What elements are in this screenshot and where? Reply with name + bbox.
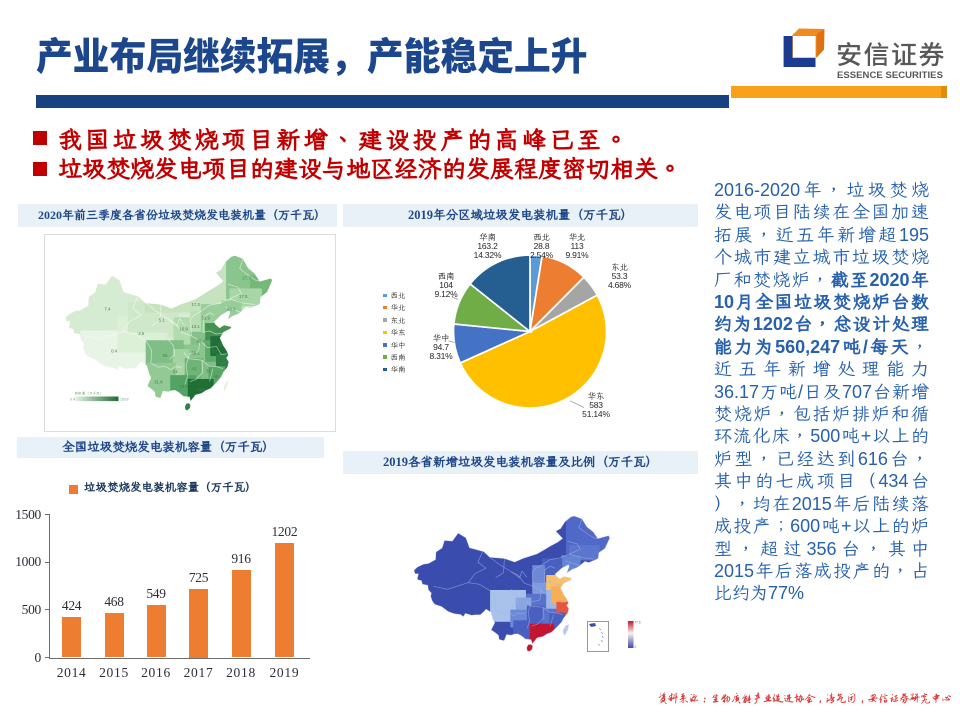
svg-text:31.9: 31.9	[154, 380, 163, 385]
svg-text:31.9: 31.9	[201, 315, 210, 320]
svg-text:31: 31	[206, 368, 211, 373]
svg-text:169.8: 169.8	[120, 398, 129, 402]
svg-text:5.1: 5.1	[159, 318, 166, 323]
svg-text:59: 59	[212, 348, 217, 353]
svg-text:43.5: 43.5	[179, 384, 188, 389]
svg-text:84: 84	[215, 326, 220, 331]
svg-text:48: 48	[214, 374, 219, 379]
svg-text:0.4: 0.4	[111, 348, 118, 353]
svg-text:38.4: 38.4	[197, 338, 206, 343]
svg-text:27.7: 27.7	[242, 276, 251, 281]
svg-text:0.4: 0.4	[70, 398, 75, 402]
svg-text:0: 0	[635, 645, 637, 649]
svg-text:7.4: 7.4	[104, 306, 111, 311]
svg-text:10.9: 10.9	[179, 326, 188, 331]
svg-text:装机量（万千瓦）: 装机量（万千瓦）	[75, 391, 104, 396]
svg-text:2.5: 2.5	[138, 331, 145, 336]
svg-text:38.1: 38.1	[191, 351, 200, 356]
svg-text:17.3: 17.3	[191, 302, 200, 307]
svg-text:21: 21	[173, 369, 178, 374]
svg-text:92: 92	[222, 360, 227, 365]
svg-text:13.1: 13.1	[191, 324, 200, 329]
svg-text:77.6: 77.6	[635, 621, 641, 625]
svg-text:17.5: 17.5	[239, 294, 248, 299]
svg-text:28.6: 28.6	[227, 306, 236, 311]
svg-text:16: 16	[186, 403, 191, 408]
svg-text:55: 55	[163, 353, 168, 358]
svg-text:112: 112	[197, 387, 204, 392]
svg-text:163: 163	[218, 342, 226, 347]
svg-text:41: 41	[192, 366, 197, 371]
